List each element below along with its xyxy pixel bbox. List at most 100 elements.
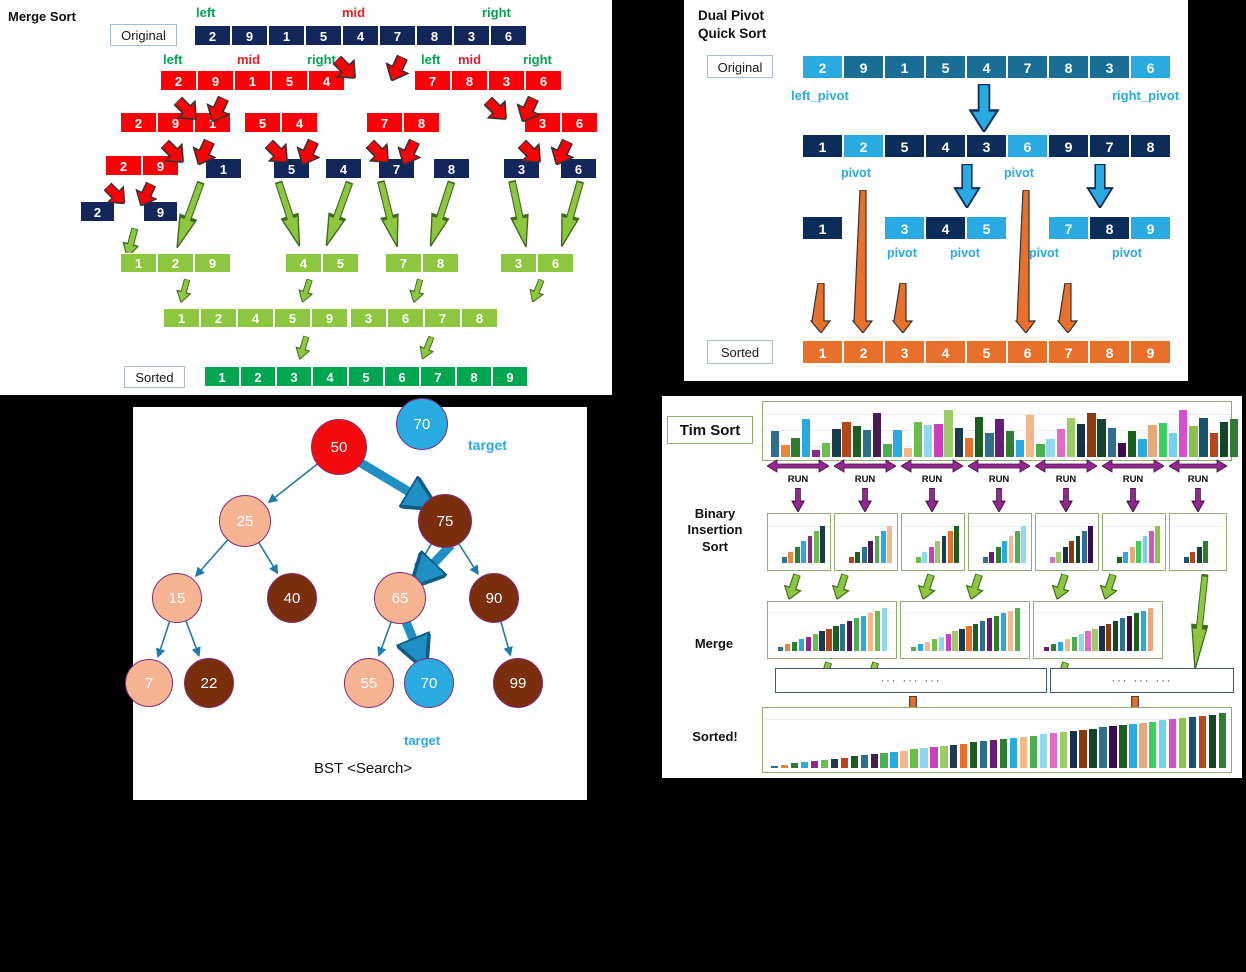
merge-up-arrow-icon <box>501 178 537 250</box>
array-cell: 7 <box>379 25 416 46</box>
sorted-run-bar <box>1142 536 1148 563</box>
sorted-run-bar <box>1190 551 1196 563</box>
array-cell: 8 <box>451 70 488 91</box>
sorted-bar <box>1019 736 1028 768</box>
sorted-bar <box>910 749 918 768</box>
merge-row3-b: 1 <box>205 158 242 179</box>
sorted-run-bar <box>922 551 928 563</box>
array-cell: 6 <box>1007 340 1048 364</box>
unsorted-bar <box>1199 418 1208 457</box>
sorted-bar <box>930 747 938 768</box>
run-label: RUN <box>1055 474 1077 485</box>
unsorted-bar <box>975 416 984 457</box>
run-down-arrow-icon <box>857 487 873 513</box>
array-cell: 6 <box>560 158 597 179</box>
sorted-bar <box>850 756 858 768</box>
array-cell: 4 <box>281 112 318 133</box>
sorted-run-bar <box>1184 557 1189 563</box>
bst-node-15[interactable]: 15 <box>152 573 202 623</box>
bst-node-55[interactable]: 55 <box>344 658 394 708</box>
unsorted-bar <box>1107 427 1116 457</box>
merged-run-bar <box>924 641 931 651</box>
bst-node-50[interactable]: 50 <box>311 419 367 475</box>
sorted-bar <box>840 757 849 768</box>
bst-caption: BST <Search> <box>314 760 413 777</box>
sorted-run-bar <box>874 536 880 563</box>
bst-node-7[interactable]: 7 <box>125 659 173 707</box>
sorted-run-bar <box>1082 531 1087 563</box>
merged-run-bar <box>959 628 965 651</box>
sorted-bar <box>1218 713 1227 768</box>
array-cell: 1 <box>163 308 200 328</box>
merged-run-bar <box>1099 626 1105 651</box>
bst-node-25[interactable]: 25 <box>219 495 271 547</box>
tree-edge <box>176 611 209 665</box>
merged-run-bar <box>840 623 846 651</box>
sorted-run-bar <box>1056 551 1062 563</box>
sorted-bar <box>820 759 829 768</box>
sorted-bar <box>860 755 868 768</box>
bst-node-99[interactable]: 99 <box>493 658 543 708</box>
array-cell: 9 <box>231 25 268 46</box>
sorted-run-bar <box>887 525 893 563</box>
merged-run-bar <box>847 621 853 651</box>
merged-run-bar <box>819 631 825 651</box>
unsorted-bar <box>852 426 861 457</box>
array-cell: 1 <box>802 216 843 240</box>
merge-down-arrow-icon <box>405 277 429 305</box>
bst-node-70[interactable]: 70 <box>396 398 448 450</box>
merged-run-bar <box>938 636 944 651</box>
array-cell: 8 <box>1048 55 1089 79</box>
merged-run-bar <box>917 644 924 651</box>
sorted-run-bar <box>983 557 988 563</box>
unsorted-bar <box>1036 444 1045 457</box>
sorted-bar <box>1119 725 1127 768</box>
array-cell: 2 <box>843 134 884 158</box>
merge-row4-a: 2 <box>80 201 115 222</box>
merged-run-bar <box>1119 618 1126 651</box>
unsorted-bar <box>873 413 882 457</box>
tree-edge <box>148 612 179 667</box>
quick-sort-title-line1: Dual Pivot <box>698 8 765 23</box>
unsorted-bar <box>801 419 810 457</box>
bst-node-90[interactable]: 90 <box>469 573 519 623</box>
merge-arrow-icon <box>1095 571 1124 603</box>
original-tag: Original <box>110 24 177 46</box>
sorted-bar <box>950 744 958 768</box>
array-cell: 7 <box>1048 216 1089 240</box>
array-cell: 4 <box>925 134 966 158</box>
tim-sort-title-box: Tim Sort <box>667 416 753 444</box>
binary-insertion-box <box>968 513 1032 571</box>
unsorted-bar <box>1138 439 1147 457</box>
sorted-bar <box>810 761 819 768</box>
array-cell: 5 <box>271 70 308 91</box>
split-arrow-icon <box>169 92 206 129</box>
array-cell: 6 <box>384 366 420 387</box>
bst-node-65[interactable]: 65 <box>374 572 426 624</box>
merge-label: Merge <box>694 636 734 651</box>
merged-run-bar <box>1126 615 1133 651</box>
sorted-run-bar <box>948 531 953 563</box>
sorted-run-bar <box>1136 541 1141 563</box>
bst-node-22[interactable]: 22 <box>184 658 234 708</box>
sorted-tag: Sorted <box>707 340 773 364</box>
unsorted-bar <box>1168 433 1178 457</box>
sorted-run-bar <box>881 531 886 563</box>
split-arrow-icon <box>361 135 398 172</box>
quick-row-partition2-a: 1 <box>802 216 843 240</box>
unsorted-bar <box>1230 419 1239 457</box>
sorted-bar <box>1188 716 1197 768</box>
bst-node-75[interactable]: 75 <box>418 494 472 548</box>
array-cell: 2 <box>194 25 231 46</box>
sorted-bar <box>1069 730 1077 768</box>
bst-node-40[interactable]: 40 <box>267 573 317 623</box>
pivot-label-row1-0: pivot <box>841 166 871 180</box>
array-cell: 5 <box>305 25 342 46</box>
unsorted-bar <box>913 421 923 457</box>
sorted-bar <box>890 751 898 768</box>
bst-node-70[interactable]: 70 <box>404 658 454 708</box>
